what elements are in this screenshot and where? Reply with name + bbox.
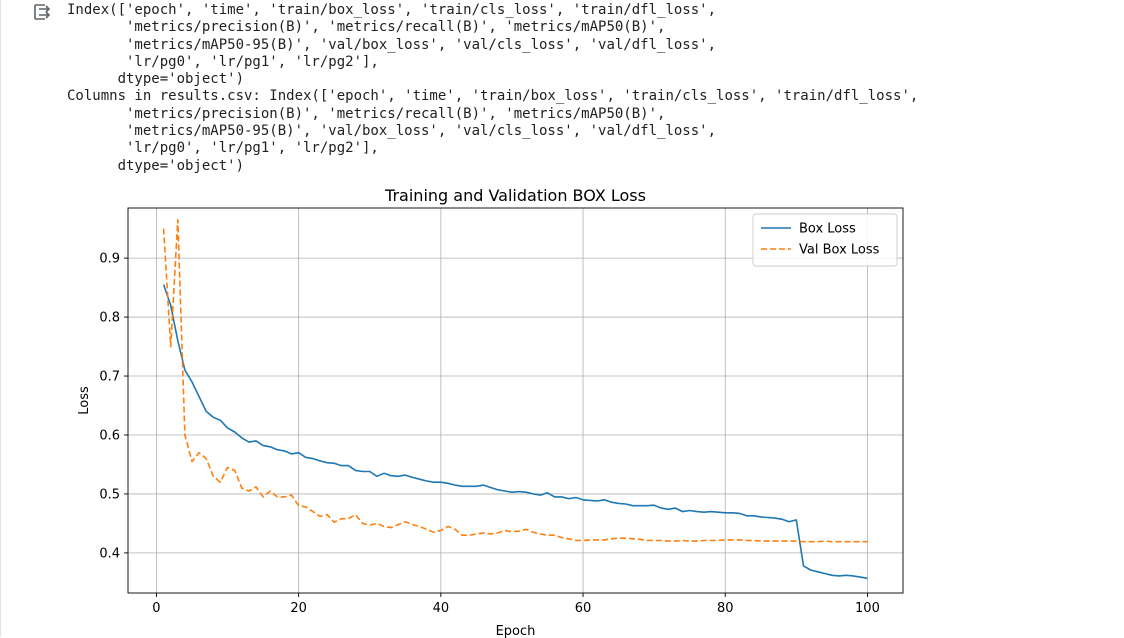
output-toggle-icon[interactable] (32, 2, 52, 22)
plot-frame (127, 207, 904, 594)
y-tick-label: 0.7 (99, 370, 120, 385)
y-tick-label: 0.5 (99, 487, 120, 502)
y-tick-label: 0.6 (99, 428, 120, 443)
output-line: 'lr/pg0', 'lr/pg1', 'lr/pg2'], (67, 140, 379, 157)
loss-chart: Training and Validation BOX Loss 0 20 40 60 8… (77, 186, 904, 638)
output-line: Index(['epoch', 'time', 'train/box_loss'… (67, 2, 717, 18)
series-line-1 (162, 218, 868, 543)
x-tick-label: 20 (290, 601, 307, 616)
y-tick-label: 0.8 (99, 311, 120, 326)
y-tick-label: 0.9 (99, 252, 120, 267)
x-tick-label: 40 (433, 601, 450, 616)
legend-label: Val Box Loss (799, 243, 880, 258)
cell-left-border (0, 0, 1, 637)
x-tick-label: 60 (575, 601, 592, 616)
output-line: dtype='object') (67, 71, 245, 88)
output-line: Columns in results.csv: Index(['epoch', … (67, 88, 919, 105)
output-line: dtype='object') (67, 157, 245, 174)
legend-box (752, 213, 898, 267)
chart-legend: Box Loss Val Box Loss (752, 213, 898, 267)
output-line: 'lr/pg0', 'lr/pg1', 'lr/pg2'], (67, 53, 379, 70)
y-tick-label: 0.4 (99, 546, 120, 561)
cell-output-text: Index(['epoch', 'time', 'train/box_loss'… (67, 2, 918, 175)
x-tick-label: 80 (717, 601, 734, 616)
x-tick-label: 100 (855, 601, 880, 616)
chart-title: Training and Validation BOX Loss (384, 186, 646, 205)
output-line: 'metrics/mAP50-95(B)', 'val/box_loss', '… (67, 36, 717, 53)
output-line: 'metrics/precision(B)', 'metrics/recall(… (67, 19, 666, 36)
y-axis-label: Loss (77, 386, 92, 415)
output-line: 'metrics/precision(B)', 'metrics/recall(… (67, 105, 666, 122)
x-axis-label: Epoch (496, 624, 536, 638)
legend-label: Box Loss (799, 222, 856, 237)
series-line-0 (162, 284, 868, 580)
x-tick-label: 0 (152, 601, 160, 616)
output-line: 'metrics/mAP50-95(B)', 'val/box_loss', '… (67, 123, 717, 140)
